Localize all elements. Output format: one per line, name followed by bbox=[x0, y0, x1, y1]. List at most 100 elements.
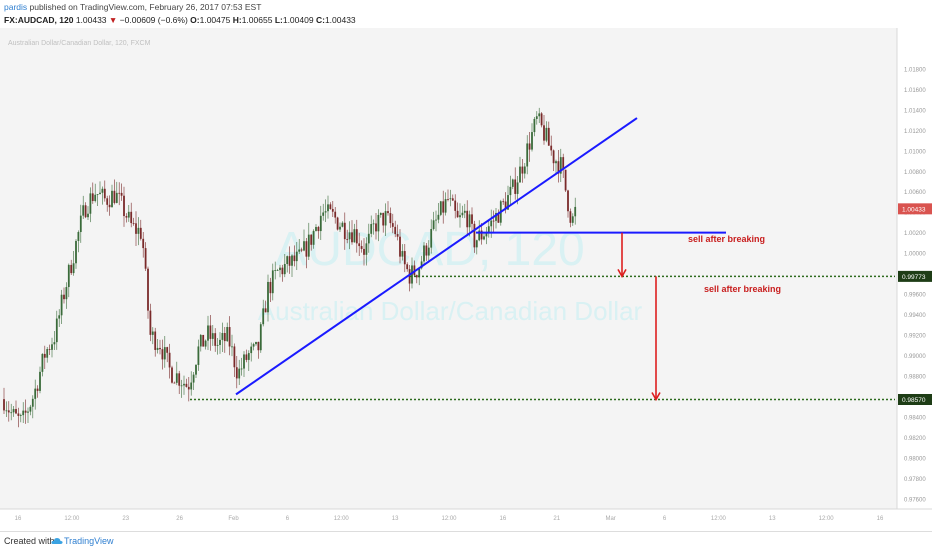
candle-body bbox=[247, 353, 250, 360]
y-tick-label: 0.97600 bbox=[904, 497, 926, 503]
candle-body bbox=[84, 205, 87, 218]
candle-body bbox=[19, 415, 22, 416]
candle-body bbox=[65, 287, 68, 300]
price-chart[interactable]: AUDCAD, 120 Australian Dollar/Canadian D… bbox=[0, 0, 932, 531]
y-tick-label: 1.01800 bbox=[904, 67, 926, 73]
candle-body bbox=[360, 246, 363, 249]
candle-body bbox=[442, 201, 445, 213]
candle-body bbox=[358, 243, 361, 247]
candle-body bbox=[435, 219, 437, 221]
candle-body bbox=[166, 347, 169, 353]
candle-body bbox=[180, 385, 183, 387]
candle-body bbox=[504, 201, 507, 210]
plot-area bbox=[0, 28, 897, 509]
x-tick-label: 16 bbox=[877, 516, 884, 522]
candle-body bbox=[106, 198, 109, 205]
x-tick-label: Feb bbox=[228, 516, 239, 522]
candle-body bbox=[485, 232, 488, 237]
candle-body bbox=[401, 251, 404, 257]
candle-body bbox=[17, 413, 20, 416]
candle-body bbox=[94, 194, 97, 202]
candle-body bbox=[487, 226, 490, 233]
y-tick-label: 1.00200 bbox=[904, 231, 926, 237]
candle-body bbox=[312, 230, 315, 245]
level-price-label: 0.99773 bbox=[902, 274, 926, 281]
candle-body bbox=[262, 308, 265, 325]
candle-body bbox=[511, 179, 514, 187]
candle-body bbox=[51, 344, 53, 350]
candle-body bbox=[243, 354, 245, 369]
candle-body bbox=[408, 269, 411, 284]
y-tick-label: 1.00000 bbox=[904, 252, 926, 258]
chart-subtitle: Australian Dollar/Canadian Dollar, 120, … bbox=[8, 40, 151, 47]
candle-body bbox=[324, 211, 327, 213]
candle-body bbox=[48, 349, 51, 350]
x-tick-label: 12:00 bbox=[441, 516, 457, 522]
candle-body bbox=[543, 125, 545, 141]
candle-body bbox=[199, 334, 202, 347]
candle-body bbox=[257, 341, 260, 351]
candle-body bbox=[463, 210, 466, 213]
x-tick-label: 12:00 bbox=[64, 516, 80, 522]
candle-body bbox=[58, 315, 61, 319]
candle-body bbox=[99, 192, 101, 195]
candle-body bbox=[480, 230, 483, 240]
candle-body bbox=[103, 188, 106, 199]
candle-body bbox=[185, 383, 188, 387]
candle-body bbox=[283, 264, 286, 275]
candle-body bbox=[281, 267, 284, 275]
annotation-label: sell after breaking bbox=[688, 234, 765, 244]
candle-body bbox=[178, 373, 181, 386]
y-tick-label: 1.01000 bbox=[904, 149, 926, 155]
candle-body bbox=[10, 412, 13, 414]
author-link[interactable]: pardis bbox=[4, 2, 28, 12]
candle-body bbox=[449, 198, 452, 200]
candle-body bbox=[557, 161, 560, 174]
candle-body bbox=[495, 212, 497, 221]
x-tick-label: 12:00 bbox=[334, 516, 350, 522]
candle-body bbox=[269, 281, 272, 294]
y-tick-label: 0.99400 bbox=[904, 313, 926, 319]
candle-body bbox=[466, 210, 469, 228]
candle-body bbox=[547, 127, 550, 146]
candle-body bbox=[521, 166, 524, 174]
candle-body bbox=[36, 388, 39, 391]
candle-body bbox=[367, 233, 370, 244]
tradingview-link[interactable]: TradingView bbox=[64, 536, 114, 546]
candle-body bbox=[382, 212, 385, 226]
candle-body bbox=[214, 333, 217, 346]
y-tick-label: 0.97800 bbox=[904, 477, 926, 483]
low-value: 1.00409 bbox=[282, 15, 314, 25]
candle-body bbox=[550, 145, 553, 151]
candle-body bbox=[154, 331, 157, 350]
y-tick-label: 0.99600 bbox=[904, 293, 926, 299]
candle-body bbox=[363, 248, 365, 255]
candle-body bbox=[372, 223, 375, 225]
publish-text: published on TradingView.com, February 2… bbox=[29, 2, 262, 12]
candle-body bbox=[519, 166, 521, 183]
candle-body bbox=[415, 275, 418, 278]
candle-body bbox=[341, 222, 344, 227]
candle-body bbox=[322, 212, 325, 216]
ascending-trendline bbox=[235, 117, 638, 396]
candle-body bbox=[528, 143, 531, 150]
candle-body bbox=[219, 339, 221, 345]
candle-body bbox=[202, 334, 205, 347]
candle-body bbox=[221, 332, 224, 340]
candle-body bbox=[437, 214, 440, 220]
candle-body bbox=[329, 204, 332, 209]
candle-body bbox=[245, 354, 248, 360]
candle-body bbox=[147, 268, 149, 311]
candle-body bbox=[569, 211, 572, 223]
candle-body bbox=[63, 294, 65, 300]
y-tick-label: 0.98200 bbox=[904, 436, 926, 442]
candle-body bbox=[130, 211, 133, 224]
candle-body bbox=[228, 327, 231, 347]
candle-body bbox=[353, 229, 356, 243]
candle-body bbox=[490, 220, 493, 227]
candle-body bbox=[279, 267, 281, 271]
time-axis bbox=[0, 509, 932, 531]
candle-body bbox=[288, 256, 291, 266]
candle-body bbox=[120, 192, 123, 196]
level-price-tag bbox=[898, 393, 932, 405]
